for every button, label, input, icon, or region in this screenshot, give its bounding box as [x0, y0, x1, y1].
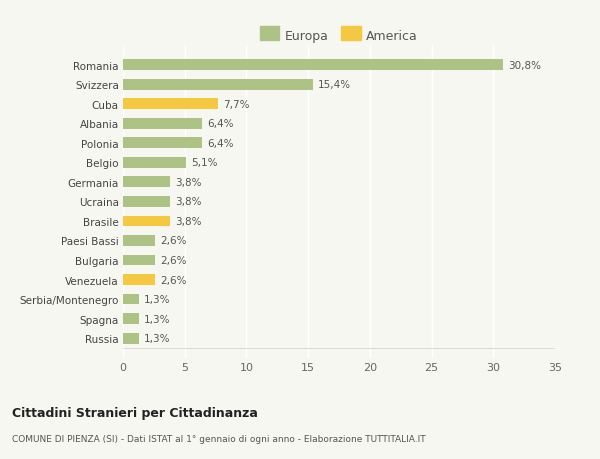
Bar — [123, 177, 170, 188]
Text: Cittadini Stranieri per Cittadinanza: Cittadini Stranieri per Cittadinanza — [12, 406, 258, 419]
Text: 2,6%: 2,6% — [160, 256, 187, 265]
Bar — [123, 333, 139, 344]
Text: 1,3%: 1,3% — [144, 295, 170, 304]
Bar — [123, 216, 170, 227]
Text: 1,3%: 1,3% — [144, 334, 170, 343]
Bar — [123, 157, 186, 168]
Bar — [123, 313, 139, 325]
Text: 5,1%: 5,1% — [191, 158, 217, 168]
Text: 3,8%: 3,8% — [175, 197, 202, 207]
Bar — [123, 255, 155, 266]
Bar — [123, 196, 170, 207]
Text: 15,4%: 15,4% — [318, 80, 351, 90]
Text: 2,6%: 2,6% — [160, 236, 187, 246]
Text: 7,7%: 7,7% — [223, 100, 250, 109]
Text: COMUNE DI PIENZA (SI) - Dati ISTAT al 1° gennaio di ogni anno - Elaborazione TUT: COMUNE DI PIENZA (SI) - Dati ISTAT al 1°… — [12, 434, 425, 443]
Bar — [123, 294, 139, 305]
Text: 6,4%: 6,4% — [207, 139, 233, 148]
Legend: Europa, America: Europa, America — [257, 27, 421, 45]
Bar — [123, 274, 155, 285]
Text: 3,8%: 3,8% — [175, 178, 202, 187]
Bar — [123, 235, 155, 246]
Text: 2,6%: 2,6% — [160, 275, 187, 285]
Bar — [123, 60, 503, 71]
Text: 3,8%: 3,8% — [175, 217, 202, 226]
Bar — [123, 79, 313, 90]
Bar — [123, 99, 218, 110]
Bar — [123, 118, 202, 129]
Text: 30,8%: 30,8% — [508, 61, 541, 70]
Text: 1,3%: 1,3% — [144, 314, 170, 324]
Text: 6,4%: 6,4% — [207, 119, 233, 129]
Bar — [123, 138, 202, 149]
